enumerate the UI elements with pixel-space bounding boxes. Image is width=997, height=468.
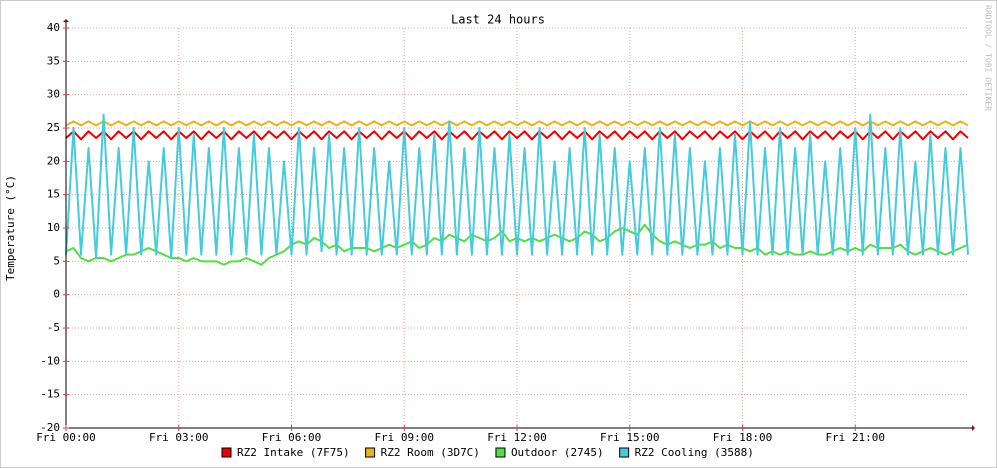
x-tick-label: Fri 21:00 — [825, 431, 885, 444]
x-tick-label: Fri 00:00 — [36, 431, 96, 444]
legend-label: RZ2 Cooling (3588) — [635, 446, 754, 459]
legend-swatch — [221, 447, 232, 458]
y-tick-label: 0 — [53, 288, 60, 301]
y-tick-label: -5 — [47, 321, 60, 334]
y-tick-label: 25 — [47, 121, 60, 134]
y-tick-label: -10 — [40, 354, 60, 367]
x-axis-arrow — [972, 425, 975, 431]
watermark: RRDTOOL / TOBI OETIKER — [984, 5, 993, 111]
axes: -20 -15 -10 -5 0 5 10 15 20 25 30 35 40 Fri 00:00 Fri … — [36, 19, 975, 444]
legend-label: RZ2 Intake (7F75) — [237, 446, 350, 459]
y-tick-label: 30 — [47, 88, 60, 101]
legend-label: Outdoor (2745) — [511, 446, 604, 459]
x-tick-label: Fri 15:00 — [600, 431, 660, 444]
series-line — [65, 120, 969, 127]
y-tick-label: -15 — [40, 388, 60, 401]
series-line — [65, 113, 969, 259]
y-tick-label: 15 — [47, 188, 60, 201]
y-axis-label: Temperature (°C) — [4, 175, 17, 281]
y-tick-label: -20 — [40, 421, 60, 434]
y-axis-arrow — [63, 19, 69, 22]
y-tick-label: 40 — [47, 21, 60, 34]
y-tick-label: 20 — [47, 154, 60, 167]
x-tick-label: Fri 03:00 — [149, 431, 209, 444]
y-tick-label: 5 — [53, 254, 60, 267]
x-tick-label: Fri 12:00 — [487, 431, 547, 444]
chart-title: Last 24 hours — [451, 13, 545, 27]
x-tick-label: Fri 18:00 — [713, 431, 773, 444]
series-line — [65, 130, 969, 141]
x-tick-label: Fri 06:00 — [262, 431, 322, 444]
legend-label: RZ2 Room (3D7C) — [381, 446, 480, 459]
legend: RZ2 Intake (7F75) RZ2 Room (3D7C) Outdoor … — [221, 446, 754, 459]
legend-swatch — [495, 447, 506, 458]
legend-swatch — [619, 447, 630, 458]
plot — [65, 113, 969, 266]
y-tick-label: 10 — [47, 221, 60, 234]
x-tick-label: Fri 09:00 — [374, 431, 434, 444]
y-tick-label: 35 — [47, 54, 60, 67]
legend-swatch — [365, 447, 376, 458]
